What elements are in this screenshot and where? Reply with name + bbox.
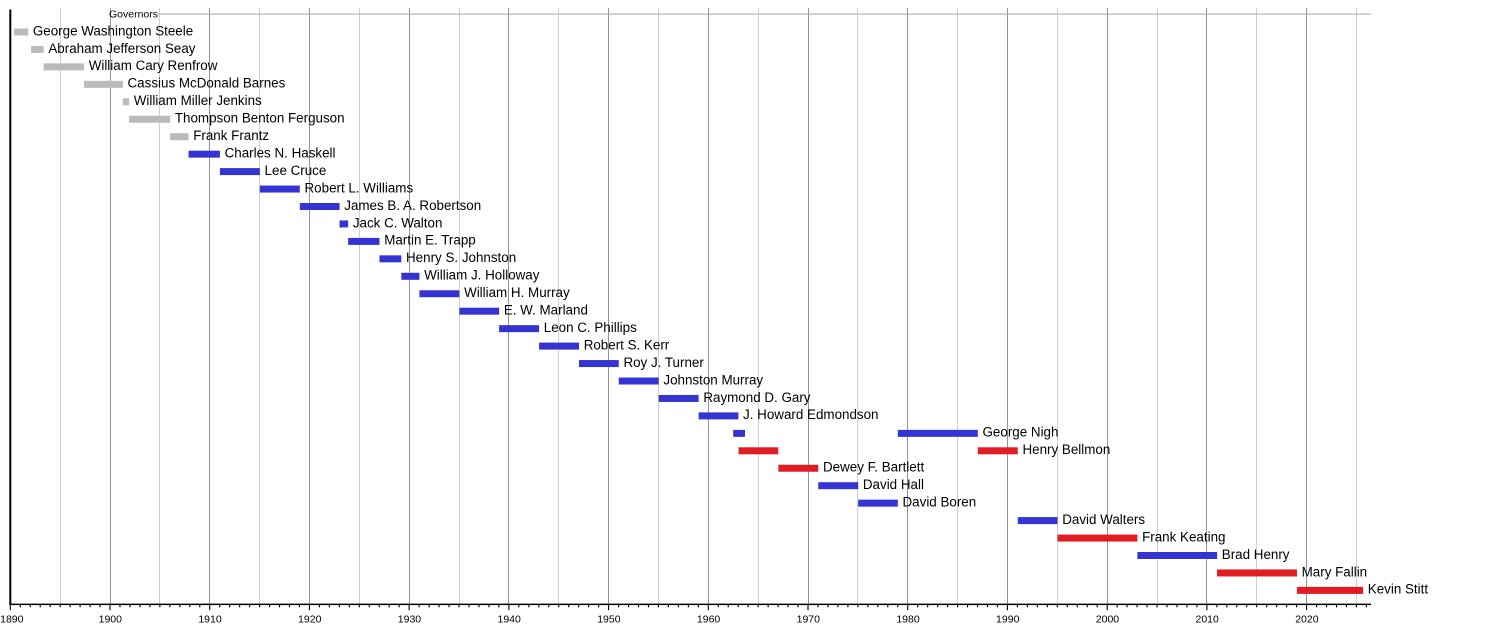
svg-text:Frank Frantz: Frank Frantz — [193, 128, 269, 143]
svg-text:Jack C. Walton: Jack C. Walton — [353, 215, 443, 230]
svg-text:Henry Bellmon: Henry Bellmon — [1022, 442, 1110, 457]
svg-text:1980: 1980 — [896, 614, 920, 624]
svg-text:William Miller Jenkins: William Miller Jenkins — [134, 93, 262, 108]
svg-text:J. Howard Edmondson: J. Howard Edmondson — [743, 407, 878, 422]
svg-text:Thompson Benton Ferguson: Thompson Benton Ferguson — [175, 111, 345, 126]
svg-text:Abraham Jefferson Seay: Abraham Jefferson Seay — [48, 41, 195, 56]
svg-text:Martin E. Trapp: Martin E. Trapp — [384, 233, 476, 248]
svg-text:1940: 1940 — [497, 614, 521, 624]
svg-text:2020: 2020 — [1295, 614, 1319, 624]
svg-text:James B. A. Robertson: James B. A. Robertson — [344, 198, 481, 213]
svg-text:Robert L. Williams: Robert L. Williams — [305, 180, 414, 195]
svg-text:Roy J. Turner: Roy J. Turner — [623, 355, 704, 370]
svg-text:Henry S. Johnston: Henry S. Johnston — [406, 250, 516, 265]
svg-text:1900: 1900 — [99, 614, 123, 624]
svg-text:1970: 1970 — [797, 614, 821, 624]
svg-text:Frank Keating: Frank Keating — [1142, 529, 1225, 544]
svg-text:Brad Henry: Brad Henry — [1222, 547, 1290, 562]
svg-text:1910: 1910 — [198, 614, 222, 624]
svg-text:George Washington Steele: George Washington Steele — [33, 23, 193, 38]
svg-text:1890: 1890 — [0, 614, 24, 624]
svg-text:2010: 2010 — [1195, 614, 1219, 624]
svg-text:1930: 1930 — [398, 614, 422, 624]
svg-text:Governors: Governors — [109, 9, 158, 21]
svg-text:Leon C. Phillips: Leon C. Phillips — [544, 320, 637, 335]
svg-text:William Cary Renfrow: William Cary Renfrow — [89, 58, 218, 73]
svg-text:Johnston Murray: Johnston Murray — [663, 372, 763, 387]
svg-text:David Boren: David Boren — [903, 494, 977, 509]
svg-text:1920: 1920 — [298, 614, 322, 624]
svg-text:George Nigh: George Nigh — [983, 425, 1059, 440]
svg-text:William J. Holloway: William J. Holloway — [424, 268, 540, 283]
svg-text:1950: 1950 — [597, 614, 621, 624]
svg-text:Charles N. Haskell: Charles N. Haskell — [225, 145, 336, 160]
svg-text:David Walters: David Walters — [1062, 512, 1145, 527]
svg-text:Cassius McDonald Barnes: Cassius McDonald Barnes — [128, 76, 286, 91]
svg-text:David Hall: David Hall — [863, 477, 924, 492]
svg-text:Robert S. Kerr: Robert S. Kerr — [584, 337, 670, 352]
svg-text:Dewey F. Bartlett: Dewey F. Bartlett — [823, 460, 924, 475]
svg-text:Raymond D. Gary: Raymond D. Gary — [703, 390, 810, 405]
svg-text:Lee Cruce: Lee Cruce — [265, 163, 327, 178]
svg-text:E. W. Marland: E. W. Marland — [504, 303, 588, 318]
svg-text:2000: 2000 — [1096, 614, 1120, 624]
svg-text:Mary Fallin: Mary Fallin — [1302, 564, 1367, 579]
svg-text:Kevin Stitt: Kevin Stitt — [1368, 582, 1429, 597]
svg-text:1990: 1990 — [996, 614, 1020, 624]
svg-text:William H. Murray: William H. Murray — [464, 285, 570, 300]
svg-text:1960: 1960 — [697, 614, 721, 624]
